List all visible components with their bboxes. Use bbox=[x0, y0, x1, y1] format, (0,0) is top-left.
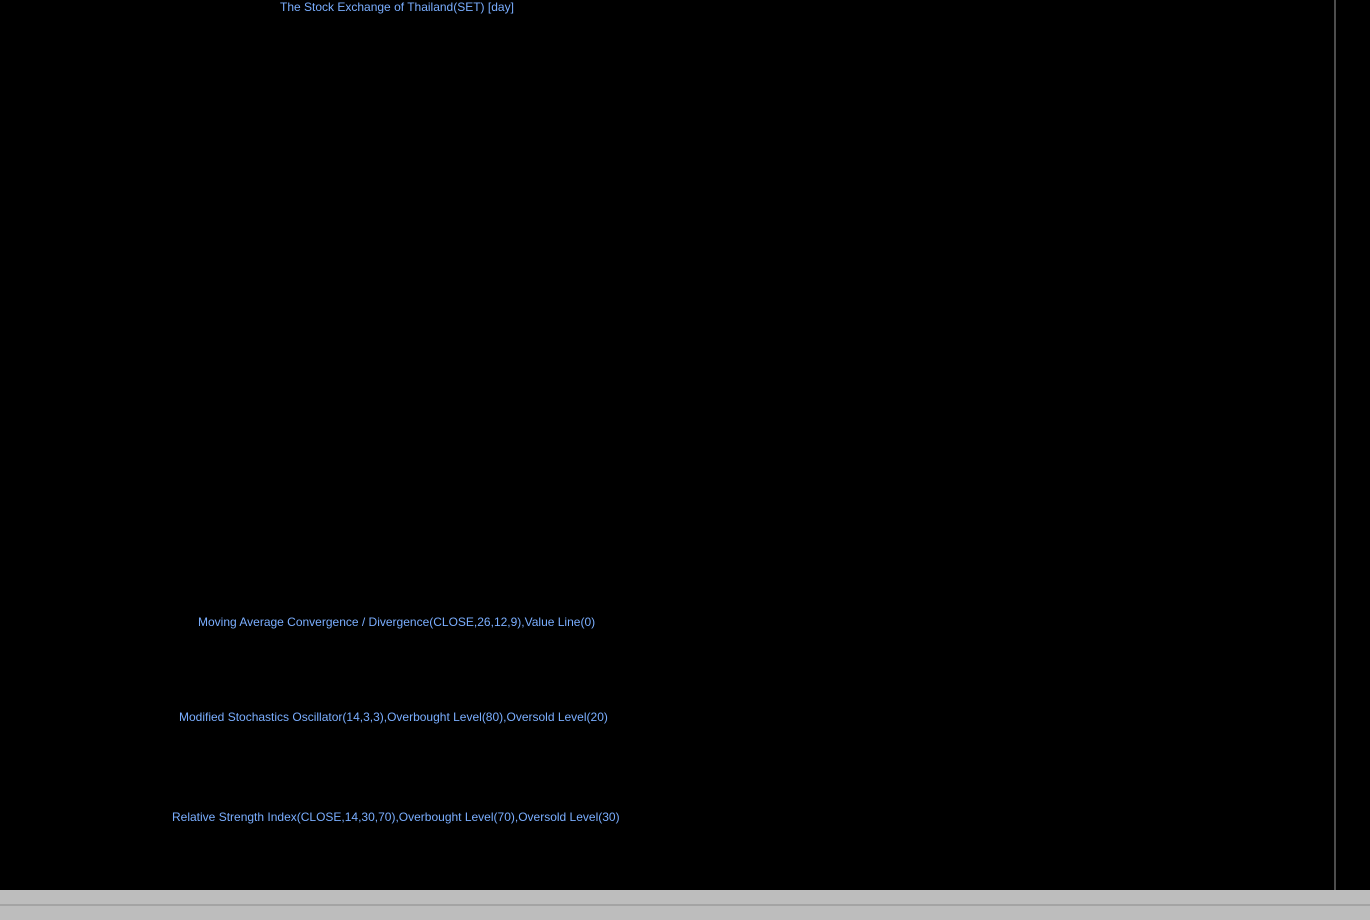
chart-title: The Stock Exchange of Thailand(SET) [day… bbox=[280, 0, 514, 14]
stochastic-title: Modified Stochastics Oscillator(14,3,3),… bbox=[179, 710, 608, 724]
macd-title: Moving Average Convergence / Divergence(… bbox=[198, 615, 595, 629]
rsi-title: Relative Strength Index(CLOSE,14,30,70),… bbox=[172, 810, 620, 824]
